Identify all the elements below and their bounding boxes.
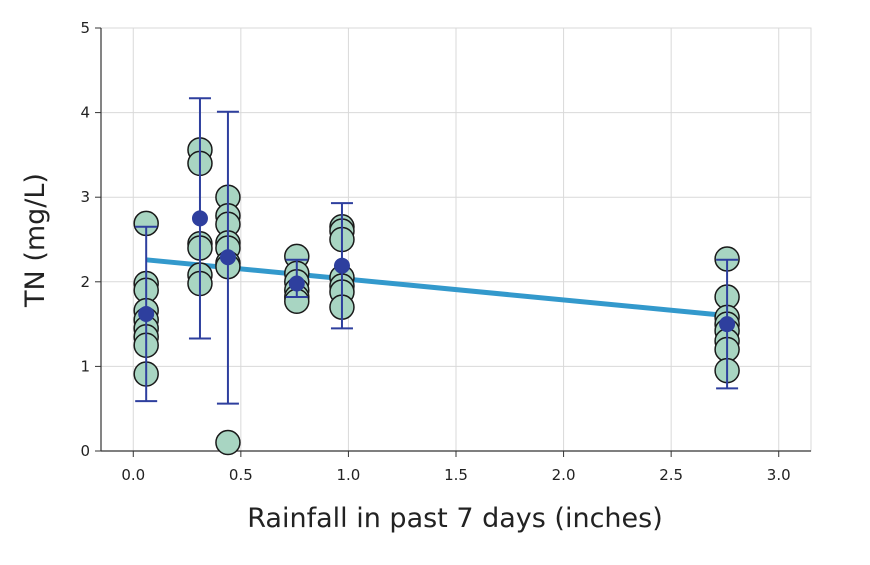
- x-tick-label: 2.5: [659, 466, 683, 484]
- x-tick-label: 1.5: [444, 466, 468, 484]
- sample-point: [215, 429, 241, 456]
- trend-line: [145, 257, 728, 319]
- mean-point: [719, 316, 736, 333]
- y-tick-label: 0: [80, 442, 90, 460]
- mean-point: [138, 305, 155, 322]
- mean-point: [288, 275, 305, 292]
- x-axis-title: Rainfall in past 7 days (inches): [247, 503, 662, 534]
- mean-point: [191, 210, 208, 227]
- tick-labels: 0.0 0.5 1.0 1.5 2.0 2.5 3.0 0 1 2 3 4 5: [80, 19, 790, 484]
- y-axis-title: TN (mg/L): [20, 173, 51, 308]
- y-tick-label: 3: [80, 188, 90, 206]
- x-tick-label: 3.0: [767, 466, 791, 484]
- sample-points: [133, 137, 740, 456]
- y-tick-label: 5: [80, 19, 90, 37]
- y-tick-label: 2: [80, 273, 90, 291]
- y-tick-label: 4: [80, 104, 90, 122]
- mean-points: [138, 210, 736, 333]
- mean-point: [333, 257, 350, 274]
- x-tick-label: 0.0: [121, 466, 145, 484]
- x-tick-label: 2.0: [552, 466, 576, 484]
- mean-point: [219, 249, 236, 266]
- x-tick-label: 1.0: [336, 466, 360, 484]
- y-tick-label: 1: [80, 357, 90, 375]
- trend-line-group: [145, 257, 728, 319]
- x-tick-label: 0.5: [229, 466, 253, 484]
